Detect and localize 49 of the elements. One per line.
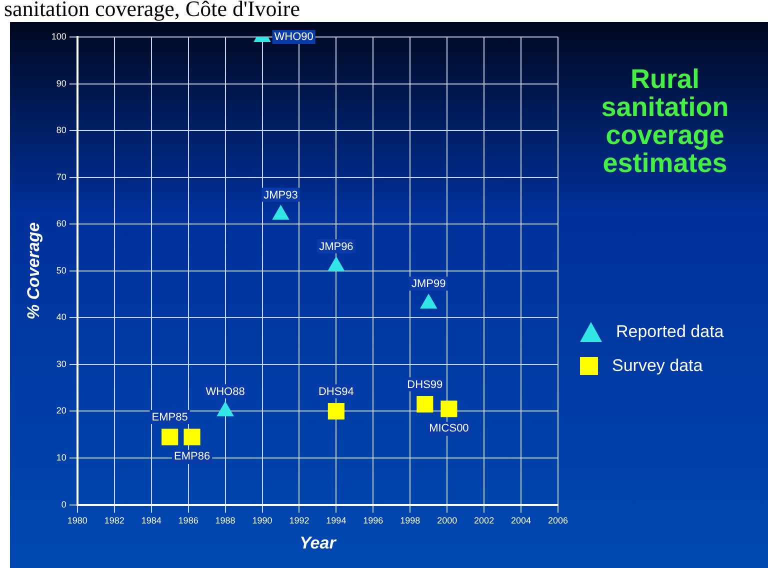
x-tick-label: 2000 bbox=[437, 516, 458, 526]
annotation: WHO90 bbox=[274, 31, 314, 44]
annotation: DHS94 bbox=[318, 386, 354, 398]
point bbox=[420, 294, 437, 309]
annotation: EMP86 bbox=[174, 450, 210, 462]
x-tick-label: 1982 bbox=[104, 516, 124, 526]
x-tick-label: 1990 bbox=[252, 516, 272, 526]
x-tick-label: 1998 bbox=[400, 516, 420, 526]
y-tick-label: 40 bbox=[56, 312, 66, 322]
y-tick-label: 60 bbox=[56, 218, 66, 229]
point bbox=[440, 400, 458, 418]
y-tick-label: 20 bbox=[56, 406, 66, 416]
x-tick-label: 1984 bbox=[141, 516, 162, 526]
y-tick-label: 70 bbox=[56, 172, 66, 182]
y-tick-label: 30 bbox=[56, 358, 66, 369]
annotation: JMP93 bbox=[264, 189, 298, 202]
y-tick-label: 50 bbox=[56, 265, 66, 276]
y-tick-label: 0 bbox=[61, 499, 66, 510]
y-tick-label: 80 bbox=[56, 125, 66, 136]
text: Rural sanitation coverage estimates bbox=[600, 64, 730, 178]
x-tick-label: 1986 bbox=[178, 516, 198, 526]
x-tick-label: 2006 bbox=[548, 516, 568, 526]
point bbox=[162, 428, 178, 446]
x-tick-label: 1996 bbox=[363, 516, 384, 526]
y-tick-label: 90 bbox=[56, 78, 66, 88]
annotation: JMP99 bbox=[411, 278, 446, 290]
y-axis-title: % Coverage bbox=[24, 222, 43, 320]
annotation: DHS99 bbox=[407, 378, 443, 391]
x-tick-label: 1980 bbox=[67, 516, 88, 526]
x-tick-label: 1988 bbox=[215, 516, 236, 526]
x-tick-label: 1992 bbox=[289, 516, 310, 526]
point bbox=[328, 402, 344, 420]
text: sanitation coverage, Côte d'Ivoire bbox=[3, 0, 301, 22]
y-tick-label: 100 bbox=[51, 31, 66, 42]
legend-label: Survey data bbox=[612, 356, 703, 376]
point bbox=[416, 396, 434, 412]
annotation: JMP96 bbox=[319, 240, 354, 253]
point bbox=[272, 205, 290, 220]
legend-label: Reported data bbox=[616, 322, 724, 342]
annotation: MICS00 bbox=[429, 422, 469, 434]
x-tick-label: 2002 bbox=[474, 516, 494, 526]
point bbox=[184, 428, 200, 446]
x-tick-label: 2004 bbox=[511, 516, 532, 526]
annotation: WHO88 bbox=[206, 386, 245, 398]
y-tick-label: 10 bbox=[56, 452, 66, 463]
x-tick-label: 1994 bbox=[326, 516, 346, 526]
point bbox=[328, 256, 344, 272]
x-axis-title: Year bbox=[300, 533, 338, 552]
annotation: EMP85 bbox=[152, 412, 188, 424]
